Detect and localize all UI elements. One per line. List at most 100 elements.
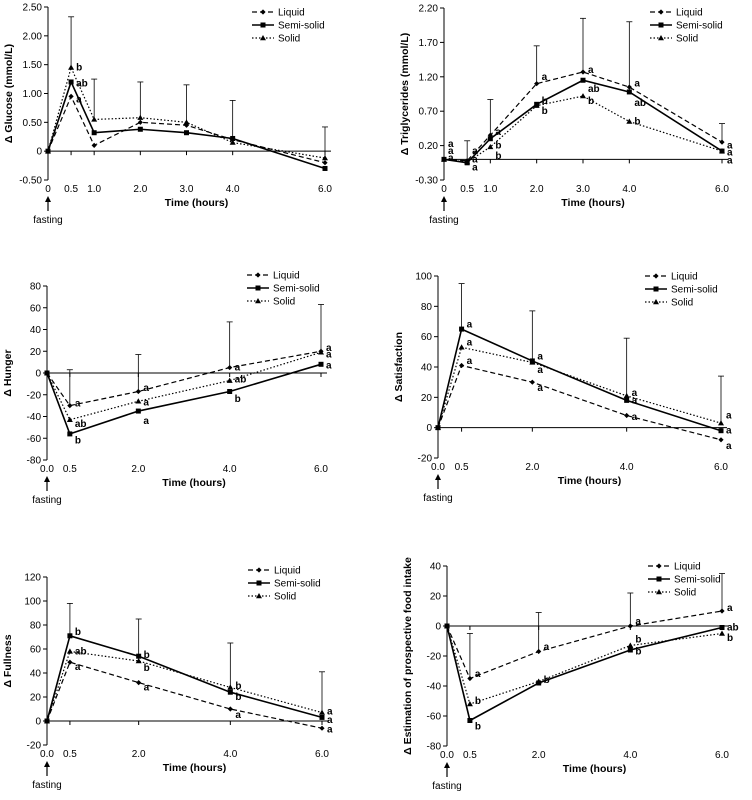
y-tick-label: -20 xyxy=(27,390,42,401)
significance-letter: ab xyxy=(588,84,600,95)
fasting-arrow-head xyxy=(44,761,50,767)
significance-letter: b xyxy=(727,633,733,644)
y-tick-label: 0 xyxy=(35,369,41,380)
panel-hunger: 80 60 40 20 0 -20 -40 -60 -800.0 0.5 2.0 4.0 6.0 Time… xyxy=(2,271,332,507)
x-tick-label: 0.0 xyxy=(40,464,54,475)
data-point xyxy=(318,349,324,355)
data-point xyxy=(45,148,51,154)
fasting-label: fasting xyxy=(423,493,452,504)
panel-satisfaction: 100 80 60 40 20 0 -200.0 0.5 2.0 4.0 6.0 Time (hour… xyxy=(393,272,732,505)
series-line-solid xyxy=(443,95,723,163)
x-tick-label: 4.0 xyxy=(226,184,240,195)
y-tick-label: 0.50 xyxy=(23,118,43,129)
significance-letter: a xyxy=(448,153,454,164)
x-tick-label: 2.0 xyxy=(532,750,546,761)
legend-marker xyxy=(658,22,664,28)
y-axis-label: Δ Fullness xyxy=(2,634,14,687)
y-axis-label: Δ Satisfaction xyxy=(393,332,405,402)
data-point xyxy=(67,659,73,665)
legend-label: Semi-solid xyxy=(274,579,321,590)
y-tick-label: 1.00 xyxy=(23,89,43,100)
legend-marker xyxy=(653,286,659,292)
data-point xyxy=(464,159,471,165)
x-tick-label: 2.0 xyxy=(132,749,146,760)
data-point xyxy=(91,130,97,136)
legend-label: Semi-solid xyxy=(278,21,325,32)
data-point xyxy=(91,142,97,148)
data-point xyxy=(534,81,540,87)
series-line-liquid xyxy=(446,610,723,680)
significance-letter: a xyxy=(727,603,733,614)
fasting-label: fasting xyxy=(32,780,61,791)
significance-letter: a xyxy=(143,397,149,408)
series-line-solid xyxy=(437,346,722,428)
legend-label: Semi-solid xyxy=(676,21,723,32)
significance-letter: a xyxy=(448,139,454,150)
significance-letter: a xyxy=(632,412,638,423)
x-tick-label: 4.0 xyxy=(223,749,237,760)
significance-letter: a xyxy=(726,441,732,452)
x-tick-label: 0.0 xyxy=(40,749,54,760)
data-point xyxy=(718,437,724,443)
significance-letter: a xyxy=(726,411,732,422)
significance-letter: b xyxy=(635,647,641,658)
significance-letter: a xyxy=(632,395,638,406)
data-point xyxy=(626,84,632,90)
legend-marker xyxy=(653,299,659,305)
significance-letter: a xyxy=(544,642,550,653)
significance-letter: ab xyxy=(75,419,87,430)
x-tick-label: 6.0 xyxy=(314,464,328,475)
x-tick-label: 2.0 xyxy=(131,464,145,475)
y-tick-label: 0 xyxy=(426,423,432,434)
significance-letter: b xyxy=(235,692,241,703)
legend-marker xyxy=(658,35,664,41)
data-point xyxy=(137,126,143,132)
legend-label: Solid xyxy=(674,588,696,599)
y-tick-label: -60 xyxy=(27,434,42,445)
series-line-semi-solid xyxy=(446,625,723,722)
data-point xyxy=(623,392,630,399)
y-tick-label: -80 xyxy=(427,742,442,753)
significance-letter: b xyxy=(542,106,548,117)
y-axis-label: Δ Estimation of prospective food intake xyxy=(402,557,414,755)
y-tick-label: 2.20 xyxy=(419,4,439,15)
x-tick-label: 4.0 xyxy=(223,464,237,475)
x-axis-label: Time (hours) xyxy=(162,477,225,489)
data-point xyxy=(184,130,189,136)
y-tick-label: -0.30 xyxy=(415,176,438,187)
significance-letter: ab xyxy=(727,623,739,634)
significance-letter: a xyxy=(472,146,478,157)
significance-letter: a xyxy=(75,398,81,409)
data-point xyxy=(718,420,724,426)
significance-letter: b xyxy=(75,435,81,446)
legend-label: Liquid xyxy=(671,272,698,283)
significance-letter: a xyxy=(472,154,478,165)
y-tick-label: 60 xyxy=(30,645,42,656)
significance-letter: a xyxy=(327,715,333,726)
y-tick-label: 60 xyxy=(30,303,42,314)
data-point xyxy=(68,93,74,99)
significance-letter: a xyxy=(632,388,638,399)
data-point xyxy=(529,359,536,365)
significance-letter: a xyxy=(467,320,473,331)
legend-label: Solid xyxy=(671,298,693,309)
y-tick-label: -0.50 xyxy=(19,176,42,187)
legend-marker xyxy=(256,567,262,573)
y-tick-label: 60 xyxy=(421,332,433,343)
legend-label: Liquid xyxy=(674,562,701,573)
data-point xyxy=(44,370,50,376)
x-axis-label: Time (hours) xyxy=(163,762,226,774)
y-tick-label: -40 xyxy=(427,682,442,693)
data-point xyxy=(68,64,75,70)
x-tick-label: 2.0 xyxy=(530,184,544,195)
x-tick-label: 6.0 xyxy=(318,184,332,195)
fasting-arrow-head xyxy=(441,196,447,202)
legend-marker xyxy=(656,576,662,582)
significance-letter: a xyxy=(635,617,641,628)
x-tick-label: 0.5 xyxy=(63,749,77,760)
panel-fullness: 120 100 80 60 40 20 0 -200.0 0.5 2.0 4.0 6.0 Time (h… xyxy=(2,566,333,792)
y-tick-label: 2.00 xyxy=(23,31,43,42)
y-tick-label: 0 xyxy=(35,717,41,728)
significance-letter: a xyxy=(467,356,473,367)
